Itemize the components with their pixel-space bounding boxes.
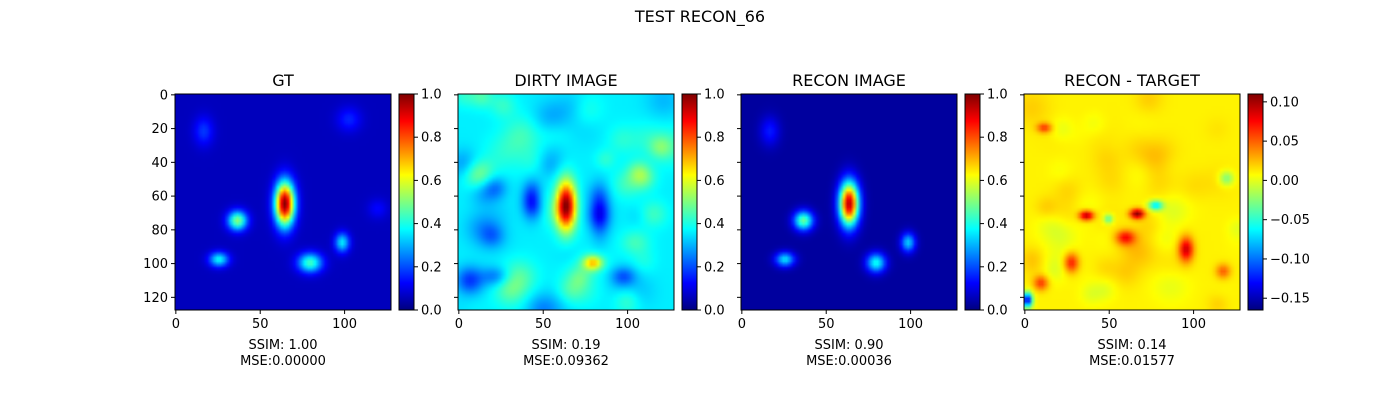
colorbar-tick-label: 0.6	[704, 174, 725, 189]
heatmap-image	[458, 94, 674, 310]
xtick-label: 50	[535, 317, 552, 332]
colorbar-frame	[1247, 93, 1264, 311]
ssim-label: SSIM: 0.19	[531, 338, 600, 353]
ytick-label: 0	[160, 88, 168, 103]
colorbar-tick-label: 0.4	[987, 217, 1008, 232]
mse-label: MSE:0.01577	[1089, 354, 1175, 369]
heatmap-image	[741, 94, 957, 310]
xtick-label: 50	[1101, 317, 1118, 332]
xtick-label: 100	[1181, 317, 1206, 332]
heatmap-image	[1024, 94, 1240, 310]
figure-title: TEST RECON_66	[634, 7, 765, 27]
colorbar-tick-label: 0.05	[1270, 135, 1299, 150]
colorbar-tick-label: 0.0	[704, 304, 725, 319]
colorbar-frame	[681, 93, 698, 311]
colorbar-tick-label: 0.2	[987, 260, 1008, 275]
axes-frame	[457, 93, 675, 311]
colorbar-tick-label: 0.0	[421, 304, 442, 319]
colorbar	[682, 94, 697, 310]
colorbar-tick-label: −0.05	[1270, 213, 1310, 228]
mse-label: MSE:0.00000	[240, 354, 326, 369]
axes-frame	[174, 93, 392, 311]
colorbar	[1248, 94, 1263, 310]
colorbar-tick-label: 0.2	[421, 260, 442, 275]
ssim-label: SSIM: 0.14	[1097, 338, 1166, 353]
ytick-label: 100	[143, 257, 168, 272]
colorbar	[965, 94, 980, 310]
mse-label: MSE:0.09362	[523, 354, 609, 369]
colorbar-tick-label: 0.8	[421, 131, 442, 146]
colorbar	[399, 94, 414, 310]
colorbar-tick-label: 0.6	[987, 174, 1008, 189]
ytick-label: 80	[151, 223, 168, 238]
colorbar-tick-label: 1.0	[987, 88, 1008, 103]
panel-title: DIRTY IMAGE	[514, 71, 617, 90]
colorbar-frame	[398, 93, 415, 311]
colorbar-tick-label: 0.2	[704, 260, 725, 275]
xtick-label: 100	[898, 317, 923, 332]
ssim-label: SSIM: 0.90	[814, 338, 883, 353]
colorbar-tick-label: 1.0	[421, 88, 442, 103]
axes-frame	[1023, 93, 1241, 311]
panel-3: RECON - TARGET 0 50 100 SSIM: 0.14MSE:0.0157…	[1020, 71, 1310, 369]
panel-title: RECON - TARGET	[1064, 71, 1200, 90]
axes-frame	[740, 93, 958, 311]
mse-label: MSE:0.00036	[806, 354, 892, 369]
ssim-label: SSIM: 1.00	[248, 338, 317, 353]
ytick-label: 40	[151, 156, 168, 171]
xtick-label: 100	[332, 317, 357, 332]
xtick-label: 0	[455, 317, 463, 332]
panel-title: GT	[272, 71, 294, 90]
xtick-label: 0	[1021, 317, 1029, 332]
colorbar-tick-label: 1.0	[704, 88, 725, 103]
colorbar-tick-label: −0.10	[1270, 252, 1310, 267]
xtick-label: 50	[818, 317, 835, 332]
ytick-label: 60	[151, 190, 168, 205]
colorbar-tick-label: −0.15	[1270, 292, 1310, 307]
colorbar-tick-label: 0.6	[421, 174, 442, 189]
ytick-label: 20	[151, 122, 168, 137]
colorbar-tick-label: 0.10	[1270, 95, 1299, 110]
xtick-label: 0	[738, 317, 746, 332]
colorbar-tick-label: 0.8	[704, 131, 725, 146]
colorbar-tick-label: 0.4	[421, 217, 442, 232]
colorbar-tick-label: 0.8	[987, 131, 1008, 146]
xtick-label: 100	[615, 317, 640, 332]
colorbar-tick-label: 0.00	[1270, 174, 1299, 189]
xtick-label: 50	[252, 317, 269, 332]
heatmap-image	[175, 94, 391, 310]
xtick-label: 0	[172, 317, 180, 332]
colorbar-tick-label: 0.4	[704, 217, 725, 232]
panel-0: GT 0 50 100 0 20 40 60 80 100 120 SSIM: 1.00MSE:0.0…	[143, 71, 442, 369]
ytick-label: 120	[143, 291, 168, 306]
colorbar-frame	[964, 93, 981, 311]
colorbar-tick-label: 0.0	[987, 304, 1008, 319]
panel-title: RECON IMAGE	[792, 71, 906, 90]
